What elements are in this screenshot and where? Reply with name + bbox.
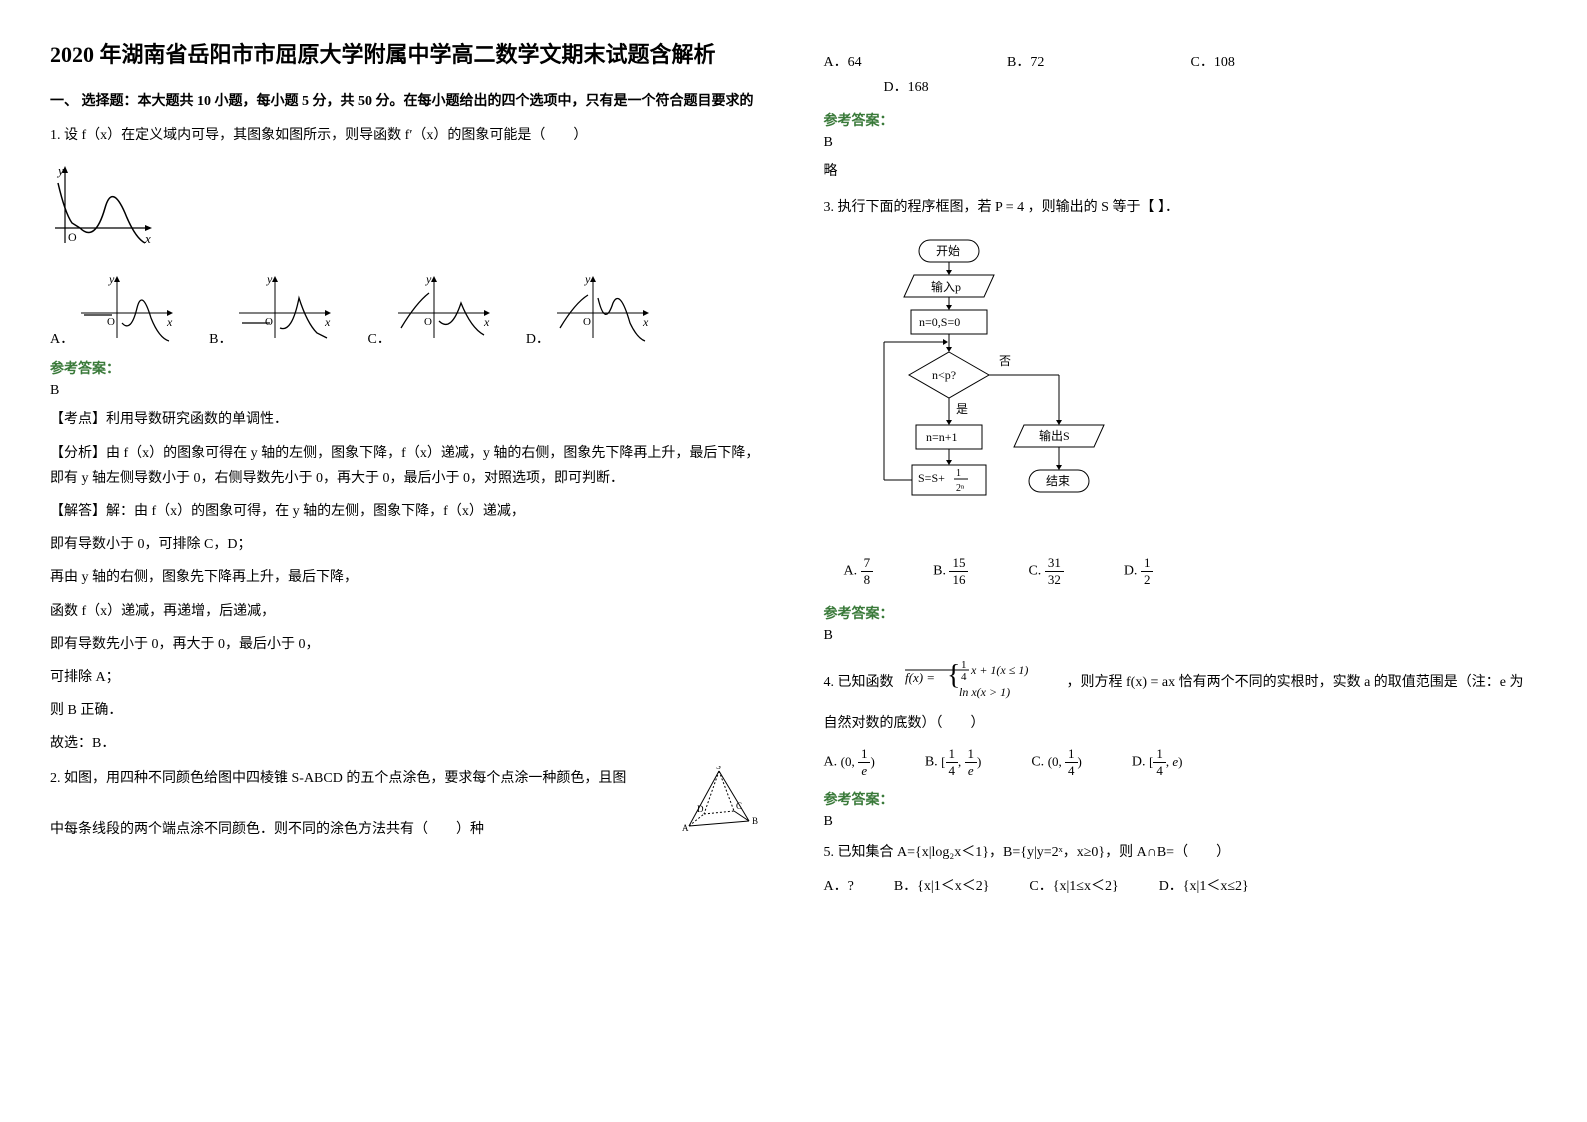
q4-opt-a: A. (0, 1e)	[824, 746, 875, 779]
svg-text:1: 1	[961, 659, 967, 671]
q4-opt-c: C. (0, 14)	[1031, 746, 1082, 779]
q3-opt-c: C. 3132	[1028, 555, 1063, 588]
section-header: 一、 选择题：本大题共 10 小题，每小题 5 分，共 50 分。在每小题给出的…	[50, 91, 764, 113]
q2-answer-label: 参考答案：	[824, 110, 1538, 130]
svg-text:4: 4	[961, 671, 967, 683]
q3-answer-label: 参考答案：	[824, 603, 1538, 623]
exam-title: 2020 年湖南省岳阳市市屈原大学附属中学高二数学文期末试题含解析	[50, 40, 764, 71]
svg-text:x: x	[642, 315, 649, 329]
q1-solution-0: 【解答】解：由 f（x）的图象可得，在 y 轴的左侧，图象下降，f（x）递减，	[50, 499, 764, 524]
svg-text:n=n+1: n=n+1	[926, 430, 958, 444]
q1-solution-4: 即有导数先小于 0，再大于 0，最后小于 0，	[50, 632, 764, 657]
q3-opt-b: B. 1516	[933, 555, 968, 588]
svg-text:2ⁿ: 2ⁿ	[956, 483, 964, 494]
q5-opt-c: C．{x|1≤x＜2}	[1029, 875, 1118, 895]
svg-text:y: y	[584, 273, 591, 286]
q1-option-d: D． y x O	[526, 273, 655, 348]
svg-text:n=0,S=0: n=0,S=0	[919, 315, 960, 329]
svg-text:ln x(x > 1): ln x(x > 1)	[959, 685, 1010, 699]
svg-text:D: D	[697, 804, 704, 814]
svg-text:x: x	[483, 315, 490, 329]
pyramid-icon: S A B C D	[674, 766, 764, 836]
q3-flowchart: 开始 输入p n=0,S=0 n<p? 否 是 输出S	[864, 235, 1538, 540]
svg-text:y: y	[56, 163, 64, 178]
svg-text:O: O	[107, 316, 115, 328]
q2-opt-c: C．108	[1191, 50, 1371, 75]
svg-text:f(x) =: f(x) =	[905, 670, 935, 685]
q2-text-part2: 中每条线段的两个端点涂不同颜色．则不同的涂色方法共有（ ）种	[50, 822, 484, 837]
svg-text:输出S: 输出S	[1039, 428, 1070, 443]
svg-text:S=S+: S=S+	[918, 471, 945, 485]
q5-opt-b: B．{x|1＜x＜2}	[894, 875, 990, 895]
q1-options: A． y x O B． y	[50, 273, 764, 348]
q2-opt-d: D．168	[884, 75, 929, 100]
q1-solution-2: 再由 y 轴的右侧，图象先下降再上升，最后下降，	[50, 565, 764, 590]
svg-text:B: B	[752, 816, 758, 826]
svg-text:1: 1	[956, 468, 961, 479]
q1-solution-3: 函数 f（x）递减，再递增，后递减，	[50, 599, 764, 624]
question-5-text: 5. 已知集合 A={x|log₂x＜1}，B={y|y=2ˣ，x≥0}，则 A…	[824, 840, 1538, 865]
q1-solution-6: 则 B 正确．	[50, 698, 764, 723]
svg-text:C: C	[736, 801, 742, 811]
svg-text:O: O	[424, 316, 432, 328]
svg-text:x: x	[324, 315, 331, 329]
q1-point: 【考点】利用导数研究函数的单调性．	[50, 407, 764, 432]
q5-opt-a: A．?	[824, 875, 854, 895]
q4-prefix: 4. 已知函数	[824, 675, 894, 690]
question-4: 4. 已知函数 f(x) = { 1 4 x + 1(x ≤ 1) ln x(x…	[824, 654, 1538, 736]
q1-solution-5: 可排除 A；	[50, 665, 764, 690]
q2-options: A．64 B．72 C．108 D．168	[824, 50, 1538, 100]
svg-text:输入p: 输入p	[931, 279, 961, 294]
question-3-text: 3. 执行下面的程序框图，若 P = 4 ，则输出的 S 等于【 】．	[824, 195, 1538, 220]
q2-text-part1: 2. 如图，用四种不同颜色给图中四棱锥 S-ABCD 的五个点涂色，要求每个点涂…	[50, 771, 626, 786]
q1-option-a: A． y x O	[50, 273, 179, 348]
svg-text:x: x	[166, 315, 173, 329]
svg-text:是: 是	[956, 402, 968, 416]
svg-text:x: x	[144, 231, 151, 246]
left-column: 2020 年湖南省岳阳市市屈原大学附属中学高二数学文期末试题含解析 一、 选择题…	[50, 40, 764, 903]
right-column: A．64 B．72 C．108 D．168 参考答案： B 略 3. 执行下面的…	[824, 40, 1538, 903]
svg-text:y: y	[266, 273, 273, 286]
q4-opt-b: B. [14, 1e)	[925, 746, 982, 779]
q2-opt-a: A．64	[824, 50, 1004, 75]
q4-formula: f(x) = { 1 4 x + 1(x ≤ 1) ln x(x > 1)	[905, 654, 1055, 711]
q3-opt-d: D. 12	[1124, 555, 1154, 588]
svg-text:O: O	[68, 230, 77, 244]
svg-text:S: S	[716, 766, 721, 771]
svg-text:y: y	[108, 273, 115, 286]
svg-text:O: O	[265, 316, 273, 328]
q1-answer: B	[50, 383, 764, 399]
q5-options: A．? B．{x|1＜x＜2} C．{x|1≤x＜2} D．{x|1＜x≤2}	[824, 875, 1538, 895]
q4-answer-label: 参考答案：	[824, 789, 1538, 809]
svg-text:O: O	[583, 316, 591, 328]
q1-solution-1: 即有导数小于 0，可排除 C，D；	[50, 532, 764, 557]
svg-text:A: A	[682, 823, 689, 833]
q1-option-c: C． y x O	[367, 273, 495, 348]
svg-text:否: 否	[999, 354, 1011, 368]
q4-opt-d: D. [14, e)	[1132, 746, 1183, 779]
question-2: 2. 如图，用四种不同颜色给图中四棱锥 S-ABCD 的五个点涂色，要求每个点涂…	[50, 766, 764, 842]
q1-solution-7: 故选：B．	[50, 731, 764, 756]
q4-answer: B	[824, 814, 1538, 830]
svg-text:结束: 结束	[1046, 474, 1070, 488]
q3-answer: B	[824, 628, 1538, 644]
svg-text:x + 1(x ≤ 1): x + 1(x ≤ 1)	[970, 663, 1028, 677]
q3-options: A. 78 B. 1516 C. 3132 D. 12	[844, 555, 1538, 588]
q1-main-graph: y x O	[50, 163, 764, 258]
q2-omit: 略	[824, 159, 1538, 184]
svg-text:开始: 开始	[936, 244, 960, 258]
q1-answer-label: 参考答案：	[50, 358, 764, 378]
q2-opt-b: B．72	[1007, 50, 1187, 75]
q1-option-b: B． y x O	[209, 273, 337, 348]
svg-text:n<p?: n<p?	[932, 368, 956, 382]
svg-text:y: y	[425, 273, 432, 286]
q3-opt-a: A. 78	[844, 555, 874, 588]
question-1-text: 1. 设 f（x）在定义域内可导，其图象如图所示，则导函数 f′（x）的图象可能…	[50, 123, 764, 148]
q4-options: A. (0, 1e) B. [14, 1e) C. (0, 14) D. [14…	[824, 746, 1538, 779]
q1-analysis: 【分析】由 f（x）的图象可得在 y 轴的左侧，图象下降，f（x）递减，y 轴的…	[50, 441, 764, 491]
q5-opt-d: D．{x|1＜x≤2}	[1159, 875, 1249, 895]
q2-answer: B	[824, 135, 1538, 151]
